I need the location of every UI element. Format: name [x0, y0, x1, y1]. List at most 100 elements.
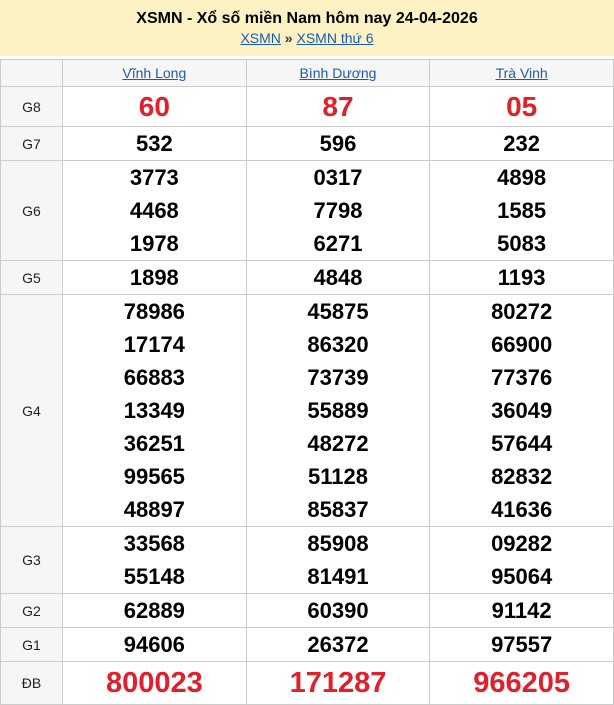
prize-row: G2 62889 60390 91142: [0, 593, 614, 628]
prize-number: 05: [506, 91, 538, 122]
prize-cell: 09282 95064: [429, 526, 614, 594]
prize-number: 51128: [308, 464, 368, 489]
prize-cell: 26372: [245, 627, 431, 662]
prize-row: G8 60 87 05: [0, 86, 614, 127]
prize-number: 99565: [123, 464, 185, 489]
prize-number: 36049: [491, 398, 553, 423]
prize-row: G7 532 596 232: [0, 126, 614, 161]
prize-number: 57644: [491, 431, 553, 456]
prize-number: 48897: [123, 497, 185, 522]
prize-cell: 4848: [245, 260, 431, 295]
prize-number: 55148: [123, 564, 185, 589]
prize-cell: 232: [429, 126, 614, 161]
prize-label: G8: [0, 86, 63, 127]
results-table: Vĩnh Long Bình Dương Trà Vinh G8 60 87 05 G7…: [0, 59, 614, 705]
prize-label: G3: [0, 526, 63, 594]
prize-cell: 1898: [62, 260, 247, 295]
province-header: Trà Vinh: [429, 59, 614, 87]
prize-cell: 78986 17174 66883 13349 36251 99565 48897: [62, 294, 247, 527]
prize-cell: 33568 55148: [62, 526, 247, 594]
prize-cell: 05: [429, 86, 614, 127]
prize-number: 86320: [307, 332, 369, 357]
prize-cell: 966205: [429, 661, 614, 705]
prize-label: G2: [0, 593, 63, 628]
prize-row: G4 78986 17174 66883 13349 36251 99565 48897 458…: [0, 294, 614, 527]
page-header: XSMN - Xổ số miền Nam hôm nay 24-04-2026…: [0, 0, 614, 56]
prize-number: 80272: [491, 299, 553, 324]
province-link[interactable]: Vĩnh Long: [122, 65, 187, 81]
prize-cell: 97557: [429, 627, 614, 662]
prize-cell: 800023: [62, 661, 247, 705]
prize-cell: 85908 81491: [245, 526, 431, 594]
prize-cell: 4898 1585 5083: [429, 160, 614, 261]
prize-number: 532: [135, 131, 173, 156]
prize-number: 7798: [313, 198, 363, 223]
prize-label: ĐB: [0, 661, 63, 705]
prize-cell: 87: [245, 86, 431, 127]
prize-number: 45875: [307, 299, 369, 324]
prize-number: 97557: [491, 632, 553, 657]
prize-cell: 171287: [245, 661, 431, 705]
prize-number: 6271: [313, 231, 363, 256]
prize-cell: 60390: [245, 593, 431, 628]
prize-number: 1585: [497, 198, 547, 223]
prize-number: 78986: [123, 299, 185, 324]
prize-number: 66883: [123, 365, 185, 390]
prize-number: 94606: [123, 632, 185, 657]
prize-number: 81491: [307, 564, 369, 589]
prize-number: 1193: [497, 265, 546, 290]
prize-label: G6: [0, 160, 63, 261]
prize-number: 60: [138, 91, 170, 122]
province-header: Bình Dương: [245, 59, 431, 87]
page-title: XSMN - Xổ số miền Nam hôm nay 24-04-2026: [136, 10, 478, 27]
prize-row: G1 94606 26372 97557: [0, 627, 614, 662]
prize-number: 232: [503, 131, 541, 156]
prize-cell: 60: [62, 86, 247, 127]
prize-number: 85837: [307, 497, 369, 522]
prize-number: 17174: [123, 332, 185, 357]
prize-cell: 1193: [429, 260, 614, 295]
prize-number: 09282: [491, 531, 553, 556]
prize-number: 3773: [129, 165, 179, 190]
breadcrumb: XSMN » XSMN thứ 6: [0, 29, 614, 47]
province-header-row: Vĩnh Long Bình Dương Trà Vinh: [0, 59, 614, 87]
prize-number: 73739: [307, 365, 369, 390]
prize-number: 95064: [491, 564, 553, 589]
corner-cell: [0, 59, 63, 87]
prize-row: G6 3773 4468 1978 0317 7798 6271 4898 1585 5083: [0, 160, 614, 261]
prize-cell: 0317 7798 6271: [245, 160, 431, 261]
prize-number: 1898: [129, 265, 179, 290]
prize-number: 800023: [105, 667, 203, 699]
prize-number: 1978: [129, 231, 179, 256]
prize-number: 4848: [313, 265, 363, 290]
prize-label: G1: [0, 627, 63, 662]
prize-row: G5 1898 4848 1193: [0, 260, 614, 295]
prize-cell: 91142: [429, 593, 614, 628]
prize-cell: 94606: [62, 627, 247, 662]
province-header: Vĩnh Long: [62, 59, 247, 87]
breadcrumb-xsmn-thu6-link[interactable]: XSMN thứ 6: [296, 30, 374, 46]
prize-number: 41636: [491, 497, 553, 522]
prize-number: 91142: [491, 598, 552, 623]
prize-number: 966205: [473, 667, 571, 699]
prize-cell: 596: [245, 126, 431, 161]
prize-cell: 62889: [62, 593, 247, 628]
province-link[interactable]: Trà Vinh: [495, 65, 548, 81]
breadcrumb-xsmn-link[interactable]: XSMN: [240, 30, 281, 46]
breadcrumb-separator: »: [284, 30, 293, 46]
prize-label: G7: [0, 126, 63, 161]
prize-row: G3 33568 55148 85908 81491 09282 95064: [0, 526, 614, 594]
prize-number: 4898: [497, 165, 547, 190]
province-link[interactable]: Bình Dương: [299, 65, 377, 81]
prize-number: 60390: [307, 598, 369, 623]
prize-number: 5083: [497, 231, 547, 256]
prize-cell: 532: [62, 126, 247, 161]
prize-number: 0317: [313, 165, 363, 190]
prize-number: 66900: [491, 332, 553, 357]
prize-number: 13349: [123, 398, 185, 423]
prize-cell: 80272 66900 77376 36049 57644 82832 41636: [429, 294, 614, 527]
prize-number: 36251: [123, 431, 185, 456]
prize-number: 171287: [289, 667, 387, 699]
prize-number: 48272: [307, 431, 369, 456]
prize-row: ĐB 800023 171287 966205: [0, 661, 614, 705]
